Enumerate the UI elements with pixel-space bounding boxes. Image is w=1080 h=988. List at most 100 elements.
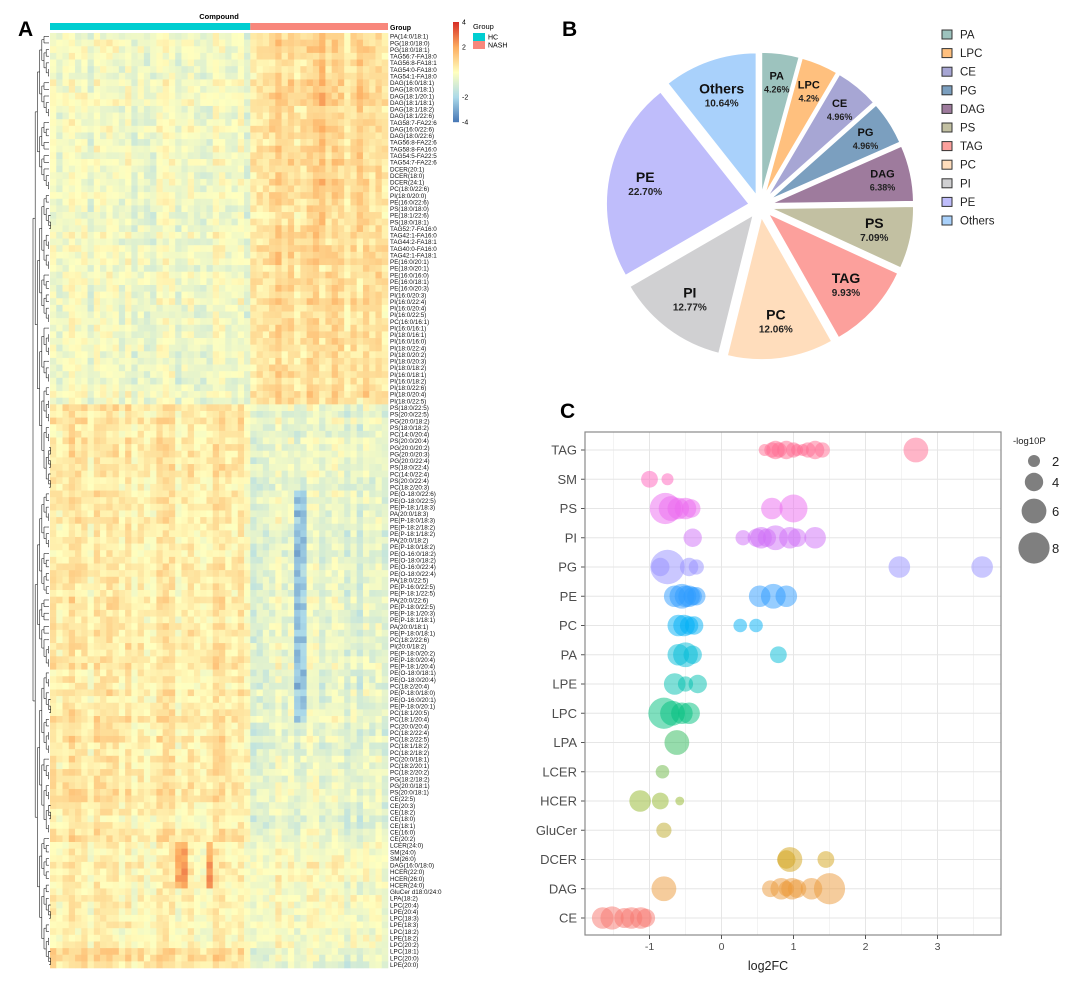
heatmap-cell: [294, 99, 301, 107]
heatmap-cell: [231, 483, 239, 491]
heatmap-cell: [131, 324, 138, 332]
heatmap-cell: [137, 391, 145, 399]
heatmap-cell: [287, 284, 295, 292]
heatmap-cell: [212, 331, 220, 339]
heatmap-cell: [56, 629, 63, 637]
heatmap-cell: [62, 371, 70, 379]
heatmap-cell: [137, 563, 145, 571]
heatmap-cell: [206, 178, 214, 186]
heatmap-cell: [50, 556, 57, 564]
heatmap-cell: [212, 397, 220, 405]
heatmap-cell: [100, 616, 107, 624]
heatmap-cell: [193, 497, 201, 505]
heatmap-cell: [331, 105, 339, 113]
heatmap-cell: [62, 523, 70, 531]
heatmap-cell: [256, 99, 264, 107]
heatmap-cell: [156, 238, 163, 246]
heatmap-cell: [62, 576, 70, 584]
heatmap-cell: [244, 278, 251, 286]
heatmap-cell: [131, 530, 138, 538]
heatmap-cell: [81, 404, 88, 412]
heatmap-cell: [331, 377, 339, 385]
heatmap-cell: [231, 132, 239, 140]
heatmap-cell: [256, 377, 264, 385]
heatmap-cell: [125, 132, 132, 140]
heatmap-cell: [56, 238, 63, 246]
heatmap-cell: [125, 172, 132, 180]
heatmap-cell: [300, 265, 307, 273]
heatmap-cell: [206, 570, 214, 578]
heatmap-cell: [187, 284, 195, 292]
heatmap-cell: [344, 238, 351, 246]
heatmap-cell: [219, 212, 226, 219]
heatmap-cell: [325, 59, 332, 67]
heatmap-cell: [275, 92, 282, 100]
heatmap-cell: [137, 384, 145, 392]
heatmap-cell: [100, 231, 107, 239]
heatmap-cell: [118, 271, 126, 279]
heatmap-cell: [200, 590, 207, 597]
heatmap-cell: [362, 99, 370, 107]
heatmap-cell: [93, 258, 101, 266]
heatmap-cell: [331, 464, 339, 471]
heatmap-cell: [250, 563, 257, 571]
heatmap-cell: [312, 92, 320, 100]
heatmap-cell: [162, 338, 170, 345]
heatmap-cell: [118, 304, 126, 312]
heatmap-cell: [93, 46, 101, 54]
heatmap-cell: [294, 291, 301, 299]
heatmap-cell: [219, 444, 226, 452]
heatmap-cell: [150, 245, 157, 253]
heatmap-cell: [356, 231, 364, 239]
heatmap-cell: [200, 112, 207, 120]
heatmap-cell: [350, 258, 357, 266]
heatmap-cell: [168, 530, 176, 538]
heatmap-cell: [168, 198, 176, 206]
heatmap-cell: [375, 52, 383, 60]
heatmap-cell: [287, 629, 295, 637]
heatmap-cell: [87, 205, 95, 213]
heatmap-cell: [219, 563, 226, 571]
heatmap-cell: [162, 284, 170, 292]
heatmap-cell: [212, 603, 220, 611]
heatmap-cell: [262, 583, 270, 591]
heatmap-cell: [50, 145, 57, 153]
heatmap-cell: [137, 119, 145, 127]
heatmap-cell: [212, 338, 220, 345]
heatmap-cell: [344, 99, 351, 107]
heatmap-cell: [300, 46, 307, 54]
heatmap-cell: [143, 46, 151, 54]
heatmap-cell: [312, 145, 320, 153]
heatmap-cell: [162, 238, 170, 246]
heatmap-cell: [381, 318, 389, 326]
heatmap-cell: [187, 39, 195, 47]
heatmap-cell: [156, 178, 163, 186]
heatmap-cell: [331, 205, 339, 213]
heatmap-cell: [219, 318, 226, 326]
heatmap-cell: [62, 59, 70, 67]
heatmap-cell: [262, 556, 270, 564]
heatmap-cell: [256, 364, 264, 372]
heatmap-cell: [93, 119, 101, 127]
heatmap-cell: [187, 523, 195, 531]
heatmap-cell: [100, 145, 107, 153]
heatmap-cell: [369, 417, 376, 425]
heatmap-cell: [306, 318, 314, 326]
heatmap-cell: [319, 185, 326, 193]
heatmap-cell: [375, 530, 383, 538]
heatmap-cell: [344, 218, 351, 226]
heatmap-cell: [56, 543, 63, 551]
heatmap-cell: [187, 404, 195, 412]
heatmap-cell: [62, 86, 70, 93]
heatmap-cell: [143, 72, 151, 80]
heatmap-cell: [50, 86, 57, 93]
heatmap-cell: [87, 238, 95, 246]
heatmap-cell: [100, 404, 107, 412]
heatmap-cell: [225, 251, 232, 259]
heatmap-cell: [75, 444, 82, 452]
heatmap-cell: [250, 497, 257, 505]
heatmap-cell: [193, 590, 201, 597]
heatmap-cell: [162, 636, 170, 644]
heatmap-cell: [219, 99, 226, 107]
heatmap-cell: [87, 424, 95, 432]
